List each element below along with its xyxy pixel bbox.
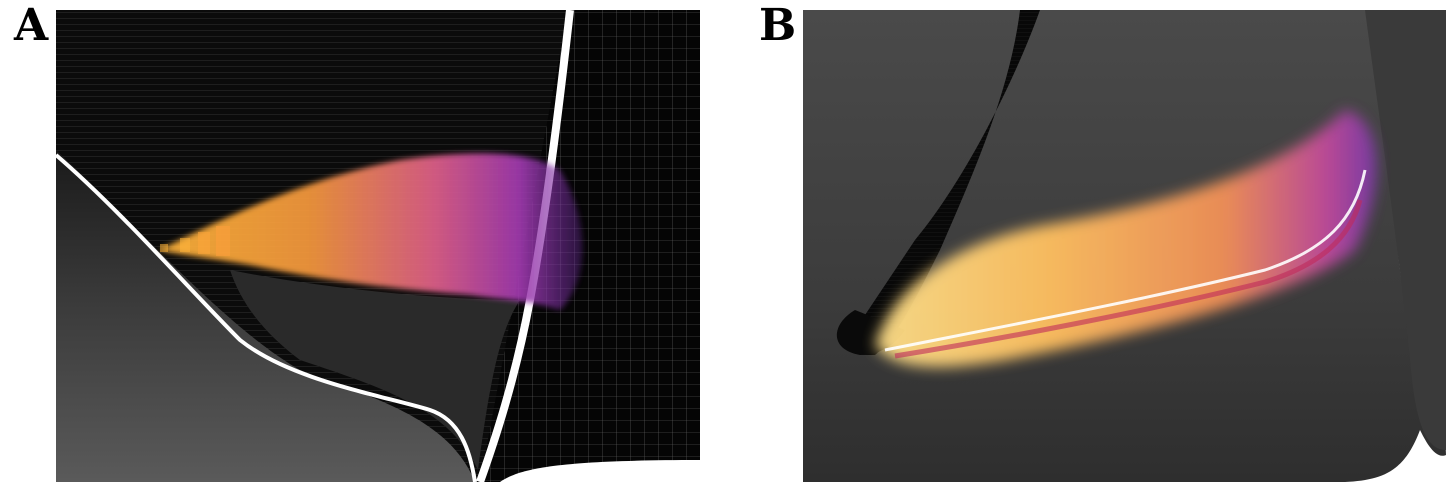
panel-a-render [54,9,700,484]
panel-a: A [0,0,710,490]
panel-b: B [745,0,1446,490]
red-band [894,199,1363,359]
plume-b [875,110,1377,367]
right-blade [1365,10,1446,450]
right-grid-region [480,10,700,482]
panel-label-a: A [14,0,49,51]
plume-steps [160,226,230,256]
white-lip [884,169,1367,352]
white-corner [500,460,700,482]
lower-grey-surface [56,150,475,482]
panel-label-b: B [759,0,797,51]
plume-a [160,153,583,310]
white-curve-left [54,153,477,483]
panel-b-render [803,10,1446,482]
